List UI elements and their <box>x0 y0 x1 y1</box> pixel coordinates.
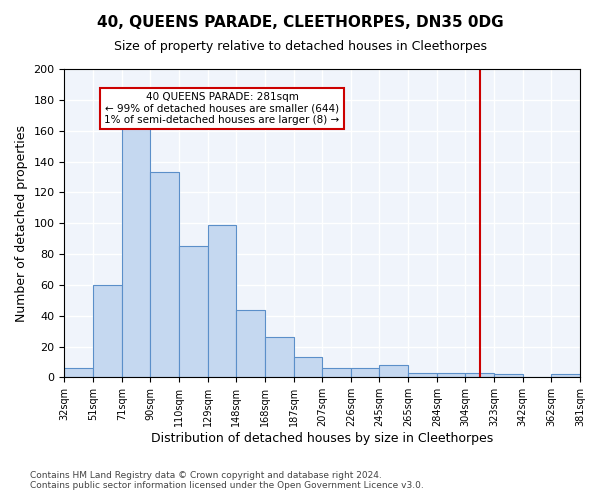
Text: Contains HM Land Registry data © Crown copyright and database right 2024.
Contai: Contains HM Land Registry data © Crown c… <box>30 470 424 490</box>
Y-axis label: Number of detached properties: Number of detached properties <box>15 124 28 322</box>
Text: Size of property relative to detached houses in Cleethorpes: Size of property relative to detached ho… <box>113 40 487 53</box>
Bar <box>494 374 523 378</box>
Bar <box>293 358 322 378</box>
Bar <box>322 368 351 378</box>
Bar <box>437 372 466 378</box>
Text: 40 QUEENS PARADE: 281sqm
← 99% of detached houses are smaller (644)
1% of semi-d: 40 QUEENS PARADE: 281sqm ← 99% of detach… <box>104 92 340 126</box>
Bar <box>408 372 437 378</box>
Bar <box>379 365 408 378</box>
Bar <box>122 123 151 378</box>
Bar <box>236 310 265 378</box>
Bar <box>179 246 208 378</box>
Bar <box>93 285 122 378</box>
Text: 40, QUEENS PARADE, CLEETHORPES, DN35 0DG: 40, QUEENS PARADE, CLEETHORPES, DN35 0DG <box>97 15 503 30</box>
Bar <box>151 172 179 378</box>
X-axis label: Distribution of detached houses by size in Cleethorpes: Distribution of detached houses by size … <box>151 432 493 445</box>
Bar <box>265 338 293 378</box>
Bar <box>551 374 580 378</box>
Bar <box>208 224 236 378</box>
Bar <box>351 368 379 378</box>
Bar <box>466 372 494 378</box>
Bar <box>64 368 93 378</box>
